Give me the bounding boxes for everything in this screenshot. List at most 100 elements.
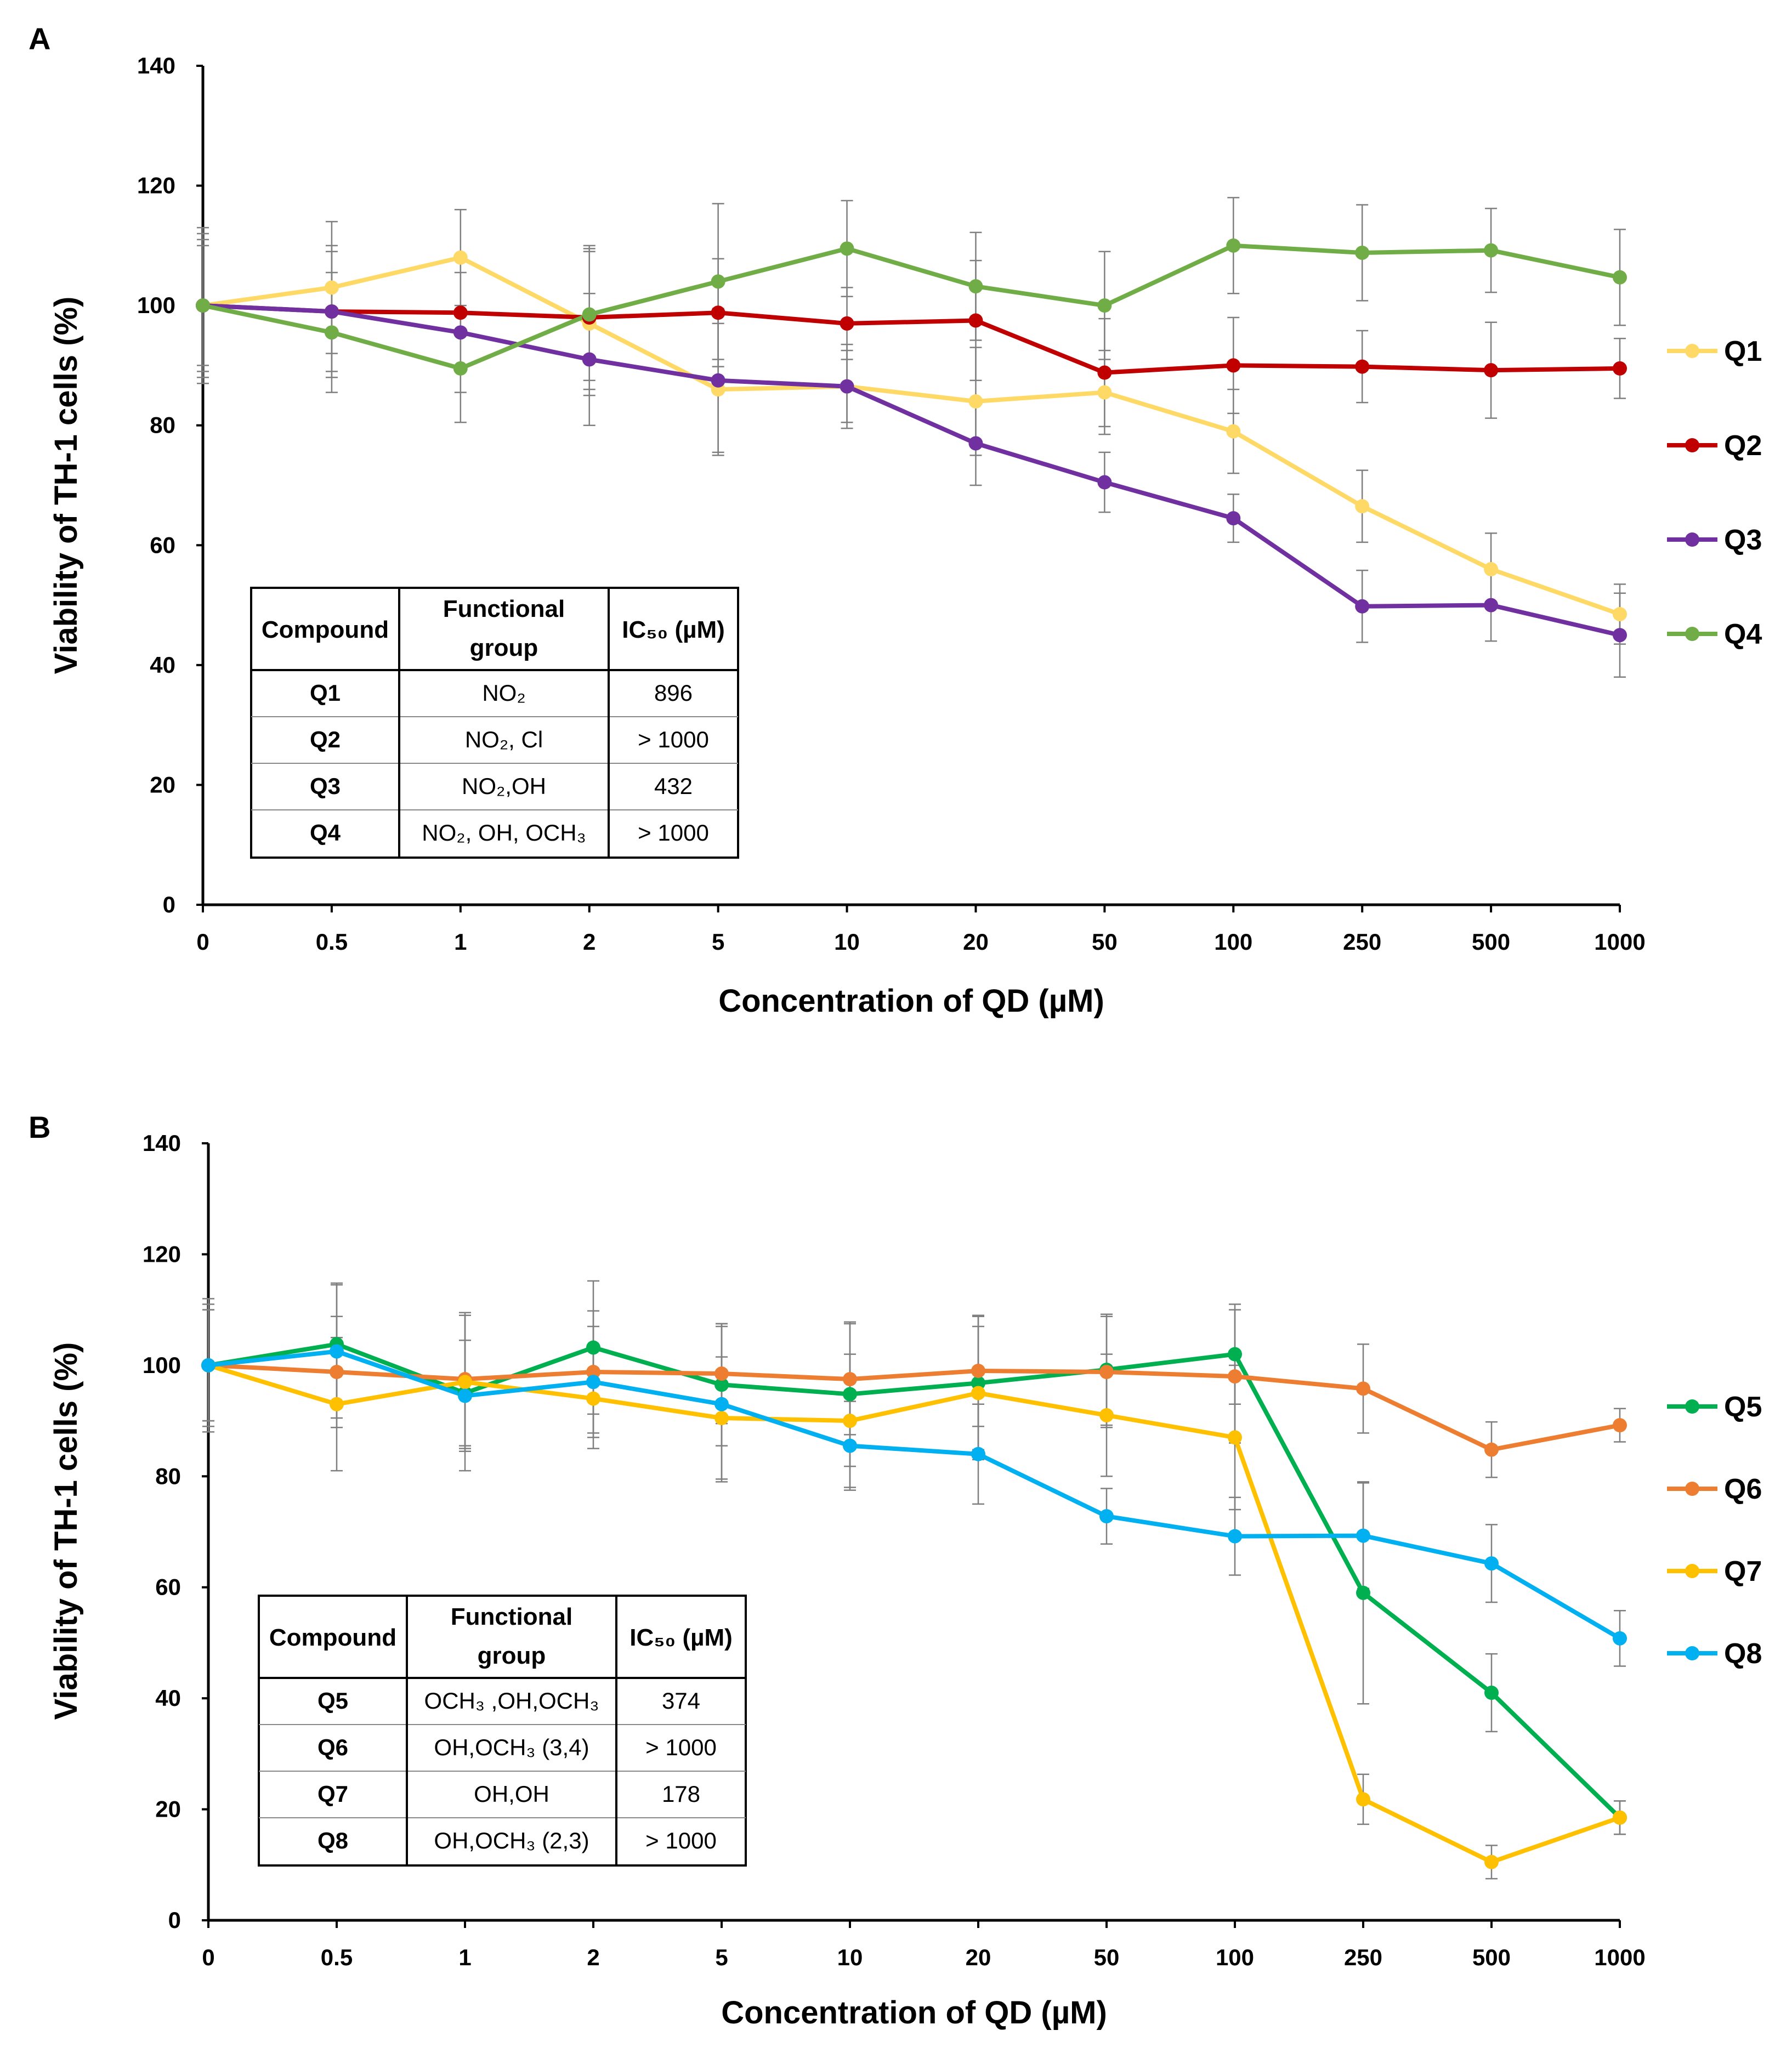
data-point-q6	[586, 1365, 600, 1380]
data-point-q2	[453, 305, 468, 320]
x-tick-label: 2	[583, 929, 596, 955]
data-point-q5	[971, 1376, 985, 1391]
data-point-q2	[1097, 365, 1112, 380]
data-point-q3	[453, 325, 468, 340]
data-point-q4	[968, 279, 983, 294]
data-point-q6	[714, 1366, 729, 1381]
legend: Q5 Q6 Q7 Q8	[1667, 1391, 1762, 1670]
y-tick-label: 140	[143, 1130, 181, 1156]
data-point-q7	[1228, 1430, 1242, 1445]
x-tick-label: 2	[587, 1944, 599, 1970]
x-axis-title: Concentration of QD (µM)	[718, 983, 1104, 1019]
legend-label-q7: Q7	[1724, 1556, 1762, 1587]
data-point-q3	[968, 436, 983, 451]
data-point-q5	[586, 1340, 600, 1355]
panel-b: B 0 20 40 60 80 100 120 140 0 0.5 1 2 5 10 20 50 100 250…	[29, 1110, 1762, 2031]
table-cell-ic50: 374	[662, 1688, 700, 1714]
x-tick-label: 1000	[1594, 929, 1645, 955]
table-cell-compound: Q7	[317, 1781, 348, 1807]
legend-marker-q8	[1685, 1646, 1699, 1660]
data-point-q3	[324, 304, 339, 319]
data-point-q5	[1356, 1585, 1370, 1600]
series-line-q8	[208, 1349, 1621, 1641]
series-line-q3	[202, 303, 1620, 638]
x-tick-label: 5	[712, 929, 724, 955]
y-tick-label: 40	[155, 1685, 181, 1711]
data-point-q3	[1097, 475, 1112, 490]
panel-a: A 0 20 40 60 80 100 120 140 0 0.5 1 2 5 10 20 50 100 250…	[29, 21, 1762, 1019]
table-cell-compound: Q8	[317, 1828, 348, 1853]
table-header-compound: Compound	[262, 616, 389, 643]
data-point-q8	[843, 1438, 857, 1453]
x-tick-label: 1	[454, 929, 467, 955]
legend-label-q5: Q5	[1724, 1391, 1762, 1423]
data-point-q4	[196, 298, 210, 313]
data-point-q3	[1613, 628, 1627, 643]
data-point-q4	[711, 274, 725, 289]
y-tick-label: 80	[155, 1463, 181, 1489]
data-point-q3	[840, 379, 854, 394]
y-tick-label: 60	[155, 1574, 181, 1600]
table-header-ic50: IC₅₀ (µM)	[622, 616, 725, 643]
series-line-q4	[202, 243, 1620, 371]
y-tick-label: 120	[137, 173, 175, 199]
x-tick-label: 0.5	[316, 929, 348, 955]
data-point-q1	[453, 250, 468, 265]
data-table: Compound Functional group IC₅₀ (µM) Q1 N…	[250, 587, 739, 859]
table-header-functional: Functional	[443, 596, 565, 622]
data-point-q2	[711, 305, 725, 320]
data-point-q8	[586, 1375, 600, 1390]
table-cell-group: NO₂,OH	[462, 773, 546, 799]
data-point-q7	[714, 1411, 729, 1426]
legend: Q1 Q2 Q3 Q4	[1667, 336, 1762, 650]
x-tick-label: 500	[1472, 929, 1510, 955]
data-point-q6	[330, 1365, 344, 1380]
y-axis-title: Viability of TH-1 cells (%)	[48, 1342, 84, 1720]
table-cell-ic50: > 1000	[645, 1734, 717, 1760]
x-tick-label: 1000	[1594, 1944, 1645, 1970]
data-point-q5	[843, 1387, 857, 1402]
table-cell-group: OCH₃ ,OH,OCH₃	[424, 1688, 599, 1714]
data-point-q4	[1613, 270, 1627, 285]
data-point-q6	[1228, 1369, 1242, 1384]
data-point-q6	[971, 1363, 985, 1378]
data-point-q3	[1226, 511, 1241, 526]
y-tick-label: 20	[155, 1796, 181, 1822]
table-cell-compound: Q2	[310, 727, 341, 752]
data-point-q2	[1355, 359, 1370, 374]
series-line-group	[207, 1342, 1621, 1864]
data-point-q4	[1355, 245, 1370, 260]
x-tick-label: 20	[966, 1944, 991, 1970]
data-point-q7	[330, 1397, 344, 1411]
data-point-q8	[714, 1397, 729, 1411]
legend-marker-q3	[1685, 532, 1699, 547]
x-tick-label: 0	[196, 929, 209, 955]
data-point-q2	[1226, 358, 1241, 373]
data-point-q2	[1613, 361, 1627, 376]
y-tick-label: 60	[150, 532, 175, 558]
data-point-q7	[843, 1414, 857, 1428]
table-cell-compound: Q4	[310, 820, 341, 846]
data-point-q8	[1484, 1556, 1499, 1571]
table-header-compound: Compound	[269, 1624, 396, 1651]
series-point-group	[196, 238, 1627, 643]
data-point-q1	[1613, 606, 1627, 621]
data-point-q8	[1099, 1509, 1114, 1524]
data-point-q8	[1228, 1529, 1242, 1544]
y-tick-label: 140	[137, 53, 175, 78]
x-tick-label: 250	[1343, 929, 1381, 955]
legend-label-q8: Q8	[1724, 1638, 1762, 1670]
x-tick-group: 0 0.5 1 2 5 10 20 50 100 250 500 1000	[202, 1920, 1646, 1970]
data-point-q6	[1356, 1381, 1370, 1396]
table-cell-ic50: > 1000	[638, 727, 709, 752]
data-table: Compound Functional group IC₅₀ (µM) Q5 O…	[258, 1595, 747, 1867]
data-point-q5	[714, 1377, 729, 1392]
table-cell-compound: Q6	[317, 1734, 348, 1760]
x-tick-label: 0	[202, 1944, 214, 1970]
x-tick-label: 50	[1094, 1944, 1120, 1970]
data-point-q2	[1484, 363, 1499, 378]
legend-marker-q2	[1685, 438, 1699, 452]
data-point-q1	[1484, 562, 1499, 576]
table-cell-ic50: > 1000	[638, 820, 709, 846]
data-point-q8	[1356, 1528, 1370, 1543]
